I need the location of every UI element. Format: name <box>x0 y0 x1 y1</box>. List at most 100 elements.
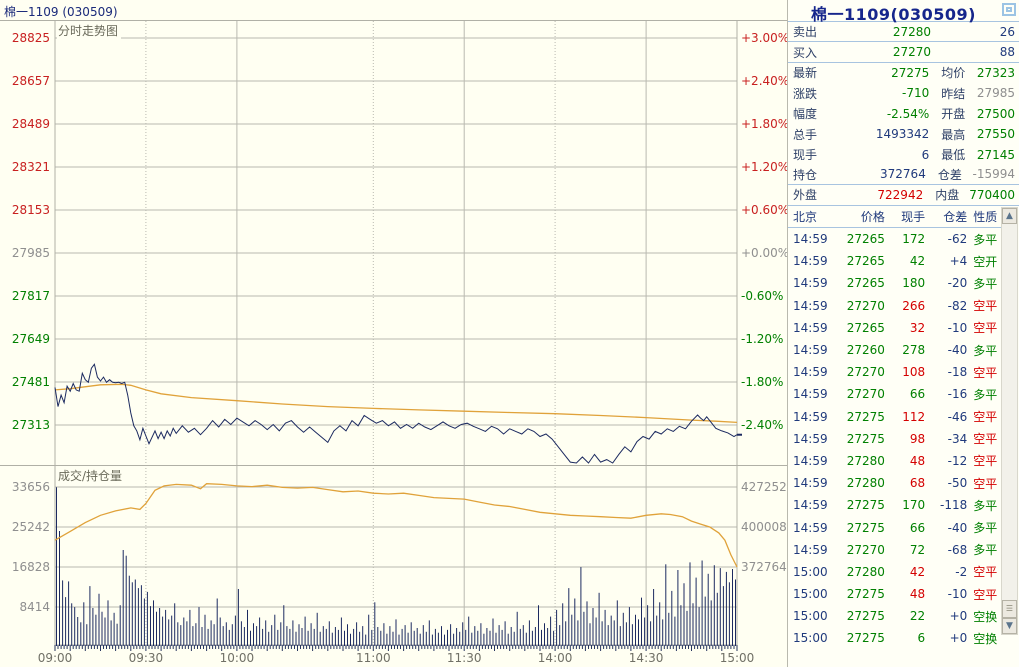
price-axis-label: 28321 <box>12 160 50 174</box>
oi-axis-label: 372764 <box>741 560 787 574</box>
trade-oi-diff: -12 <box>947 453 968 468</box>
price-axis-label: 27313 <box>12 418 50 432</box>
trade-time: 15:00 <box>793 587 828 602</box>
trade-lots: 66 <box>909 387 926 402</box>
trade-nature: 多平 <box>973 387 998 402</box>
trade-price: 27275 <box>846 520 885 535</box>
quote-panel-title: 棉一1109(030509) <box>811 5 976 24</box>
price-line <box>54 363 738 464</box>
trade-price: 27275 <box>846 498 885 513</box>
volume-axis-label: 33656 <box>12 480 50 494</box>
quote-row-买入: 买入 27270 88 <box>788 42 1019 63</box>
open-interest-line <box>54 483 738 568</box>
quote-label: 幅度 <box>793 107 818 122</box>
quote-row-现手: 现手 6 最低 27145 <box>788 144 1019 164</box>
tick-trade-row: 14:59 27275 66 -40 多平 <box>788 516 1002 538</box>
scroll-up-button[interactable]: ▲ <box>1002 208 1017 224</box>
scroll-thumb[interactable]: ☰ <box>1002 600 1017 618</box>
quote-label: 买入 <box>793 45 818 60</box>
trade-time: 14:59 <box>793 254 828 269</box>
restore-window-icon[interactable] <box>1002 3 1016 16</box>
tick-trade-row: 14:59 27275 98 -34 空平 <box>788 428 1002 450</box>
quote-label-2: 昨结 <box>941 86 966 101</box>
intraday-chart-canvas[interactable]: 28825 +3.00% 28657 +2.40% 28489 +1.80% 28321 +1… <box>0 0 788 667</box>
quote-label: 总手 <box>793 127 818 142</box>
price-axis-label: 27649 <box>12 332 50 346</box>
quote-label-2: 内盘 <box>935 188 960 203</box>
tick-trade-row: 14:59 27270 66 -16 多平 <box>788 383 1002 405</box>
table-scrollbar[interactable]: ▲ ☰ ▼ <box>1001 207 1018 635</box>
trade-oi-diff: -40 <box>947 520 968 535</box>
time-axis-label: 11:30 <box>447 651 482 665</box>
trade-nature: 空平 <box>973 432 998 447</box>
price-pane-title: 分时走势图 <box>57 22 122 39</box>
trade-time: 15:00 <box>793 631 828 646</box>
scroll-down-button[interactable]: ▼ <box>1002 618 1017 634</box>
trade-price: 27275 <box>846 431 885 446</box>
price-axis-label: 27985 <box>12 246 50 260</box>
trade-nature: 空平 <box>973 587 998 602</box>
tick-col-header: 仓差 <box>943 210 968 224</box>
trade-price: 27280 <box>846 476 885 491</box>
quote-row-卖出: 卖出 27280 26 <box>788 22 1019 43</box>
trade-time: 14:59 <box>793 520 828 535</box>
trade-nature: 空平 <box>973 454 998 469</box>
trade-oi-diff: -2 <box>955 564 968 579</box>
quote-value-2: -15994 <box>972 167 1015 182</box>
trade-lots: 266 <box>902 298 926 313</box>
quote-row-幅度: 幅度 -2.54% 开盘 27500 <box>788 104 1019 124</box>
time-axis-label: 09:00 <box>38 651 73 665</box>
average-price-line <box>54 383 738 424</box>
volume-axis-label: 16828 <box>12 560 50 574</box>
tick-trade-row: 15:00 27275 48 -10 空平 <box>788 583 1002 605</box>
trade-nature: 多平 <box>973 343 998 358</box>
trade-lots: 278 <box>902 343 926 358</box>
quote-label: 持仓 <box>793 167 818 182</box>
trade-oi-diff: -34 <box>947 431 968 446</box>
trade-nature: 空平 <box>973 321 998 336</box>
trade-lots: 42 <box>909 564 926 579</box>
tick-table-header: 北京 价格 现手 仓差 性质 <box>788 206 1002 228</box>
trade-price: 27270 <box>846 298 885 313</box>
volume-pane-title: 成交/持仓量 <box>57 467 126 484</box>
trade-price: 27265 <box>846 320 885 335</box>
quote-value: 722942 <box>877 187 924 202</box>
pct-axis-label: +1.80% <box>741 117 788 131</box>
trade-nature: 空平 <box>973 476 998 491</box>
time-axis-label: 10:00 <box>220 651 255 665</box>
trade-lots: 6 <box>917 631 926 646</box>
trade-nature: 空平 <box>973 299 998 314</box>
quote-value-2: 27500 <box>976 106 1015 121</box>
tick-trade-row: 15:00 27275 22 +0 空换 <box>788 605 1002 627</box>
volume-axis-label: 25242 <box>12 520 50 534</box>
trade-lots: 98 <box>909 431 926 446</box>
trade-price: 27270 <box>846 365 885 380</box>
quote-value: 1493342 <box>875 127 930 142</box>
trade-oi-diff: -20 <box>947 276 968 291</box>
trade-oi-diff: -62 <box>947 232 968 247</box>
quote-value-2: 27145 <box>976 147 1015 162</box>
tick-trade-row: 14:59 27280 68 -50 空平 <box>788 472 1002 494</box>
pct-axis-label: +3.00% <box>741 31 788 45</box>
trade-time: 14:59 <box>793 276 828 291</box>
quote-panel-titlebar: 棉一1109(030509) <box>788 0 1019 24</box>
time-axis-label: 14:00 <box>538 651 573 665</box>
trade-oi-diff: -10 <box>947 587 968 602</box>
trade-lots: 48 <box>909 453 926 468</box>
price-axis-label: 28153 <box>12 203 50 217</box>
pct-axis-label: -0.60% <box>741 289 783 303</box>
trade-price: 27275 <box>846 631 885 646</box>
trade-oi-diff: +0 <box>949 631 968 646</box>
trade-nature: 空换 <box>973 631 998 646</box>
quote-row-涨跌: 涨跌 -710 昨结 27985 <box>788 83 1019 103</box>
quote-value-2: 27323 <box>976 65 1015 80</box>
oi-axis-label: 427252 <box>741 480 787 494</box>
chart-region[interactable]: 28825 +3.00% 28657 +2.40% 28489 +1.80% 28321 +1… <box>0 0 788 667</box>
trade-time: 14:59 <box>793 232 828 247</box>
quote-row-外盘: 外盘 722942 内盘 770400 <box>788 185 1019 206</box>
tick-trade-row: 14:59 27280 48 -12 空平 <box>788 450 1002 472</box>
price-axis-label: 28489 <box>12 117 50 131</box>
quote-row-总手: 总手 1493342 最高 27550 <box>788 124 1019 144</box>
time-axis-label: 15:00 <box>720 651 755 665</box>
trade-nature: 多平 <box>973 498 998 513</box>
